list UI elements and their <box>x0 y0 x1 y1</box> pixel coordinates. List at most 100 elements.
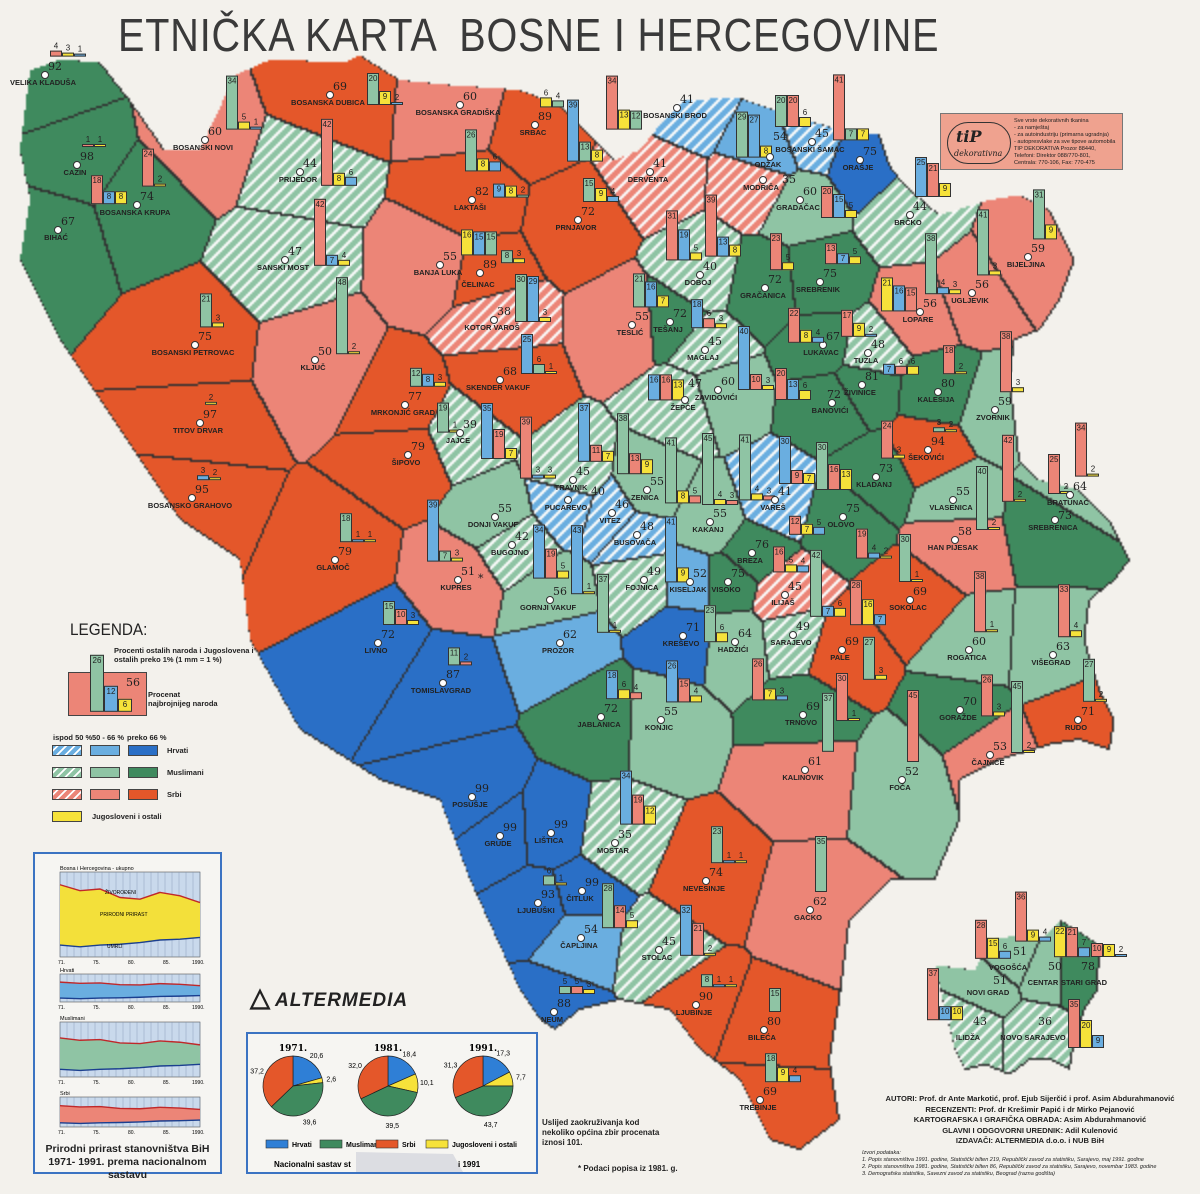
pie-label: 32,0 <box>348 1063 362 1070</box>
majority-percent: 38 <box>497 305 511 318</box>
bar-group: 30 1 <box>836 663 860 721</box>
bar-value: 20 <box>788 96 798 105</box>
bar-hrvati: 4 <box>937 279 949 294</box>
bar-value: 11 <box>591 445 601 455</box>
bar-group: 37 <box>822 683 834 752</box>
municipality-name: Zvornik <box>976 413 1010 422</box>
bar-jugosloveni-i-ostali: 7 <box>657 295 669 307</box>
municipality-name: Ljubuški <box>517 906 555 915</box>
bar-srbi: 13 <box>629 453 641 474</box>
bar-value: 19 <box>494 429 504 439</box>
bar-hrvati: 16 <box>648 374 660 400</box>
municipality-name: Nevesinje <box>682 884 726 893</box>
municipality-name: Konjic <box>644 723 674 732</box>
majority-percent: 49 <box>796 620 810 633</box>
bar-group: 23 5 <box>770 223 794 270</box>
bar-value: 2 <box>958 361 964 371</box>
bar-srbi: 19 <box>632 794 644 825</box>
advert-box: tiP dekorativna Sve vrste dekorativnih tk… <box>940 113 1123 170</box>
credit-reviewers: RECENZENTI: Prof. dr Krešimir Papić i dr… <box>925 1104 1135 1114</box>
bar-value: 13 <box>580 142 590 152</box>
bar-value: 41 <box>740 435 750 445</box>
pie-charts: 1971.20,6 2,6 39,6 37,2 1981.18,4 10,1 39,5 32,… <box>250 1044 526 1172</box>
bar-value: 36 <box>1016 892 1026 902</box>
bar-value: 7 <box>877 614 883 624</box>
bar-value: 2 <box>351 341 357 351</box>
bar-muslimani: 12 <box>630 110 642 130</box>
x-tick: 71. <box>58 1005 65 1011</box>
bar-jugosloveni-i-ostali: 6 <box>540 88 552 107</box>
bar-value: 4 <box>341 250 347 260</box>
bar-group: 33 4 <box>1058 574 1082 637</box>
bar-jugosloveni-i-ostali: 8 <box>677 490 689 503</box>
bar-value: 6 <box>837 598 843 608</box>
bar-value: 13 <box>826 244 836 254</box>
bar-value: 2 <box>1026 740 1032 750</box>
bar-value: 20 <box>776 369 786 378</box>
bar-value: 28 <box>851 581 861 591</box>
bar-hrvati: 16 <box>893 285 905 311</box>
bar-group: 18 6 3 <box>691 289 727 328</box>
bar-value: 30 <box>900 535 910 544</box>
bar-value: 4 <box>610 186 616 196</box>
bar-value: 26 <box>982 675 992 685</box>
source-1: 1. Popis stanovništva 1991. godine, Stat… <box>862 1157 1144 1163</box>
majority-percent: 93 <box>541 888 555 901</box>
bar-value: 23 <box>712 827 722 837</box>
majority-percent: 60 <box>803 185 817 198</box>
majority-percent: 54 <box>584 923 598 936</box>
bar-group: 31 9 <box>1033 179 1057 239</box>
bar-value: 35 <box>816 837 826 846</box>
bar-value: 8 <box>680 491 686 501</box>
pie-year: 1971. <box>279 1044 307 1054</box>
bar-value: 16 <box>649 375 659 385</box>
bar-value: 38 <box>1001 332 1011 342</box>
bar-group: 16 5 4 <box>773 536 809 572</box>
municipality-name: Sokolac <box>889 603 927 612</box>
x-tick: 1990. <box>192 960 205 966</box>
bar-jugosloveni-i-ostali: 3 <box>212 313 224 327</box>
bar-jugosloveni-i-ostali: 6 <box>834 598 846 617</box>
bar-hrvati: 7 <box>883 363 895 375</box>
majority-percent: 94 <box>931 435 945 448</box>
bar-srbi: 20 <box>787 95 799 127</box>
municipality-name: Bosansko Grahovo <box>147 501 233 510</box>
majority-percent: 43 <box>973 1015 987 1028</box>
municipality-name: Odžak <box>754 160 782 169</box>
legend-swatch-hrvati <box>90 745 120 756</box>
bar-group: 15 10 3 <box>383 591 419 625</box>
bar-hrvati: 3 <box>197 466 209 480</box>
municipality-name: Čelinac <box>461 280 495 289</box>
legend-bar: 26 <box>90 654 104 712</box>
bar-group: 10 9 2 <box>1091 933 1127 957</box>
bar-group: 34 5 1 <box>226 66 262 130</box>
x-tick: 75. <box>93 1080 100 1086</box>
majority-percent: 69 <box>763 1085 777 1098</box>
bar-srbi: 13 <box>825 243 837 264</box>
bar-value: 8 <box>504 251 510 261</box>
bar-value: 15 <box>834 195 844 204</box>
majority-percent: 50 <box>1048 960 1062 973</box>
bar-jugosloveni-i-ostali: 1 <box>94 135 106 147</box>
bar-muslimani: 45 <box>1011 681 1023 753</box>
bar-value: 8 <box>480 159 486 169</box>
bar-value: 7 <box>886 364 892 374</box>
bar-group: 35 19 7 <box>481 393 517 459</box>
municipality-name: Pucarevo <box>544 503 588 512</box>
majority-percent: 75 <box>731 567 745 580</box>
majority-percent: 62 <box>563 628 577 641</box>
bar-value: 8 <box>594 150 600 160</box>
bar-value: 4 <box>693 686 699 696</box>
municipality-name: Ilidža <box>955 1033 981 1042</box>
bar-value: 20 <box>776 96 786 105</box>
majority-percent: 52 <box>905 765 919 778</box>
bar-group: 26 3 <box>981 664 1005 716</box>
bar-value: 1 <box>612 621 618 630</box>
municipality-name: Kalinovik <box>782 773 824 782</box>
bar-value: 27 <box>864 637 874 647</box>
bar-srbi: 42 <box>314 198 326 266</box>
bar-muslimani: 27 <box>863 636 875 680</box>
bar-value: 26 <box>466 130 476 140</box>
